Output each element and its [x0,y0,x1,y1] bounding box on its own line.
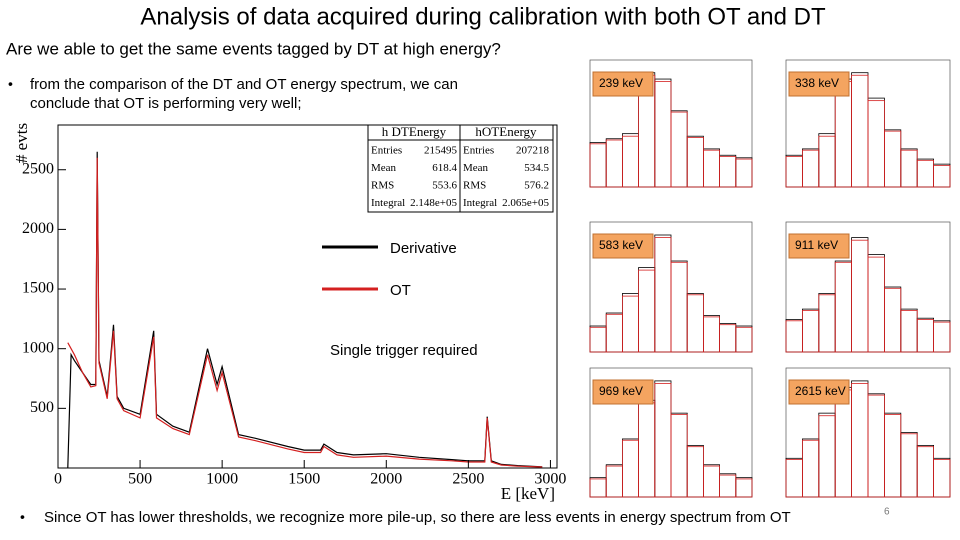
panel-bin [933,321,951,353]
stats-cell: RMS [371,180,394,192]
y-tick-label: 1000 [22,339,54,356]
legend-label: OT [390,282,411,299]
question: Are we able to get the same events tagge… [6,39,501,58]
panel-label: 338 keV [795,76,839,90]
panel-label: 911 keV [795,238,838,252]
page-number: 6 [884,507,890,518]
panel-bin [933,459,951,498]
bullet-text: conclude that OT is performing very well… [30,95,302,112]
x-axis-label: E [keV] [501,484,555,503]
y-tick-label: 1500 [22,280,54,297]
panel-label-box [788,71,850,97]
panel-label: 969 keV [599,384,643,398]
stats-cell: 576.2 [524,180,549,192]
stats-cell: RMS [463,180,486,192]
panel-bin [735,158,753,188]
panel-label-box [788,233,850,259]
y-tick-label: 2500 [22,160,54,177]
panel-bin [735,478,753,498]
stats-cell: Integral [371,197,405,209]
panel-label-box [592,379,654,405]
x-tick-label: 0 [54,471,62,488]
stats-cell: 2.148e+05 [410,197,457,209]
stats-cell: 534.5 [524,162,549,174]
panel-label: 2615 keV [795,384,846,398]
stats-cell: Entries [463,145,494,157]
stats-cell: Entries [371,145,402,157]
legend-label: Derivative [390,240,457,257]
stats-cell: 2.065e+05 [502,197,549,209]
y-tick-label: 2000 [22,220,54,237]
annotation: Single trigger required [330,342,478,359]
stats-header: hOTEnergy [475,124,537,139]
stats-cell: 618.4 [432,162,457,174]
panel-label: 583 keV [599,238,643,252]
plot-frame [57,124,558,469]
panel-label-box [788,379,850,405]
y-axis-label: # evts [12,123,31,163]
bullet-mark: • [20,509,25,525]
x-tick-label: 3000 [534,471,566,488]
stats-cell: 215495 [424,145,458,157]
y-tick-label: 500 [30,399,54,416]
x-tick-label: 2500 [452,471,484,488]
stats-cell: 553.6 [432,180,457,192]
stats-cell: Mean [463,162,489,174]
x-tick-label: 1500 [288,471,320,488]
panel-label-box [592,233,654,259]
main-chart: 0 500 1000 1500 2000 2500 3000 500 1000 1500 2000 2… [12,123,567,503]
bullet-text: Since OT has lower thresholds, we recogn… [44,509,791,526]
stats-cell: Integral [463,197,497,209]
x-tick-label: 1000 [206,471,238,488]
panel-label-box [592,71,654,97]
bullet-text: from the comparison of the DT and OT ene… [30,76,458,93]
slide-title: Analysis of data acquired during calibra… [140,3,826,30]
panel-label: 239 keV [599,76,643,90]
x-tick-label: 500 [128,471,152,488]
panel-bin [933,165,951,188]
stats-header: h DTEnergy [382,124,447,139]
spectrum-line [67,157,543,468]
bullet-mark: • [8,76,13,92]
stats-cell: 207218 [516,145,550,157]
x-tick-label: 2000 [370,471,402,488]
stats-cell: Mean [371,162,397,174]
panel-bin [735,326,753,353]
panels: 239 keV 338 keV 583 keV 911 keV 969 keV 2615 … [589,59,951,498]
